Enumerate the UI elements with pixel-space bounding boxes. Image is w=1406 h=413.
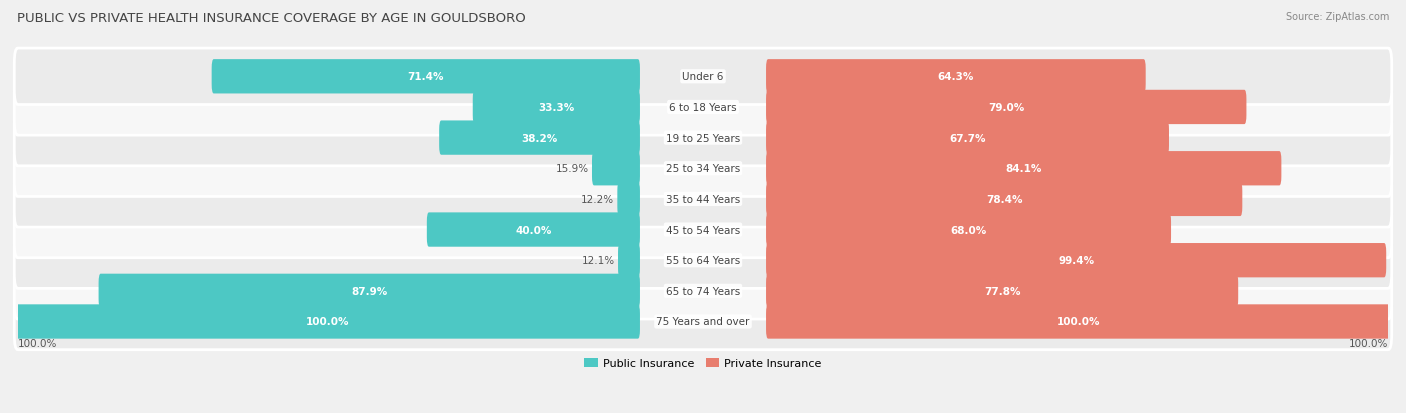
FancyBboxPatch shape [766, 182, 1243, 216]
FancyBboxPatch shape [766, 213, 1171, 247]
Text: 100.0%: 100.0% [307, 317, 350, 327]
FancyBboxPatch shape [14, 294, 1392, 350]
FancyBboxPatch shape [592, 152, 640, 186]
Text: 67.7%: 67.7% [949, 133, 986, 143]
Text: 68.0%: 68.0% [950, 225, 987, 235]
Text: 33.3%: 33.3% [538, 103, 575, 113]
FancyBboxPatch shape [14, 141, 1392, 197]
FancyBboxPatch shape [14, 110, 1392, 166]
FancyBboxPatch shape [766, 305, 1391, 339]
Text: 15.9%: 15.9% [555, 164, 589, 174]
Text: 71.4%: 71.4% [408, 72, 444, 82]
Text: 79.0%: 79.0% [988, 103, 1025, 113]
FancyBboxPatch shape [766, 121, 1168, 155]
Text: Under 6: Under 6 [682, 72, 724, 82]
FancyBboxPatch shape [14, 202, 1392, 258]
Text: Source: ZipAtlas.com: Source: ZipAtlas.com [1285, 12, 1389, 22]
FancyBboxPatch shape [212, 60, 640, 94]
FancyBboxPatch shape [766, 60, 1146, 94]
FancyBboxPatch shape [15, 305, 640, 339]
Text: 64.3%: 64.3% [938, 72, 974, 82]
Text: PUBLIC VS PRIVATE HEALTH INSURANCE COVERAGE BY AGE IN GOULDSBORO: PUBLIC VS PRIVATE HEALTH INSURANCE COVER… [17, 12, 526, 25]
Text: 6 to 18 Years: 6 to 18 Years [669, 103, 737, 113]
Text: 100.0%: 100.0% [1056, 317, 1099, 327]
FancyBboxPatch shape [766, 152, 1281, 186]
Text: 99.4%: 99.4% [1059, 256, 1094, 266]
Text: 12.2%: 12.2% [581, 195, 614, 204]
FancyBboxPatch shape [427, 213, 640, 247]
Text: 35 to 44 Years: 35 to 44 Years [666, 195, 740, 204]
Text: 40.0%: 40.0% [515, 225, 551, 235]
Text: 55 to 64 Years: 55 to 64 Years [666, 256, 740, 266]
Text: 45 to 54 Years: 45 to 54 Years [666, 225, 740, 235]
FancyBboxPatch shape [766, 274, 1239, 308]
FancyBboxPatch shape [14, 80, 1392, 136]
Text: 19 to 25 Years: 19 to 25 Years [666, 133, 740, 143]
FancyBboxPatch shape [439, 121, 640, 155]
Text: 100.0%: 100.0% [1348, 339, 1388, 349]
Legend: Public Insurance, Private Insurance: Public Insurance, Private Insurance [579, 354, 827, 373]
FancyBboxPatch shape [14, 49, 1392, 105]
Text: 87.9%: 87.9% [352, 286, 388, 296]
FancyBboxPatch shape [472, 90, 640, 125]
FancyBboxPatch shape [14, 233, 1392, 289]
FancyBboxPatch shape [766, 90, 1247, 125]
FancyBboxPatch shape [14, 263, 1392, 319]
Text: 100.0%: 100.0% [18, 339, 58, 349]
FancyBboxPatch shape [14, 171, 1392, 228]
Text: 25 to 34 Years: 25 to 34 Years [666, 164, 740, 174]
Text: 75 Years and over: 75 Years and over [657, 317, 749, 327]
FancyBboxPatch shape [766, 243, 1386, 278]
FancyBboxPatch shape [619, 243, 640, 278]
Text: 77.8%: 77.8% [984, 286, 1021, 296]
Text: 38.2%: 38.2% [522, 133, 558, 143]
Text: 12.1%: 12.1% [582, 256, 614, 266]
FancyBboxPatch shape [98, 274, 640, 308]
Text: 84.1%: 84.1% [1005, 164, 1042, 174]
Text: 65 to 74 Years: 65 to 74 Years [666, 286, 740, 296]
FancyBboxPatch shape [617, 182, 640, 216]
Text: 78.4%: 78.4% [986, 195, 1022, 204]
